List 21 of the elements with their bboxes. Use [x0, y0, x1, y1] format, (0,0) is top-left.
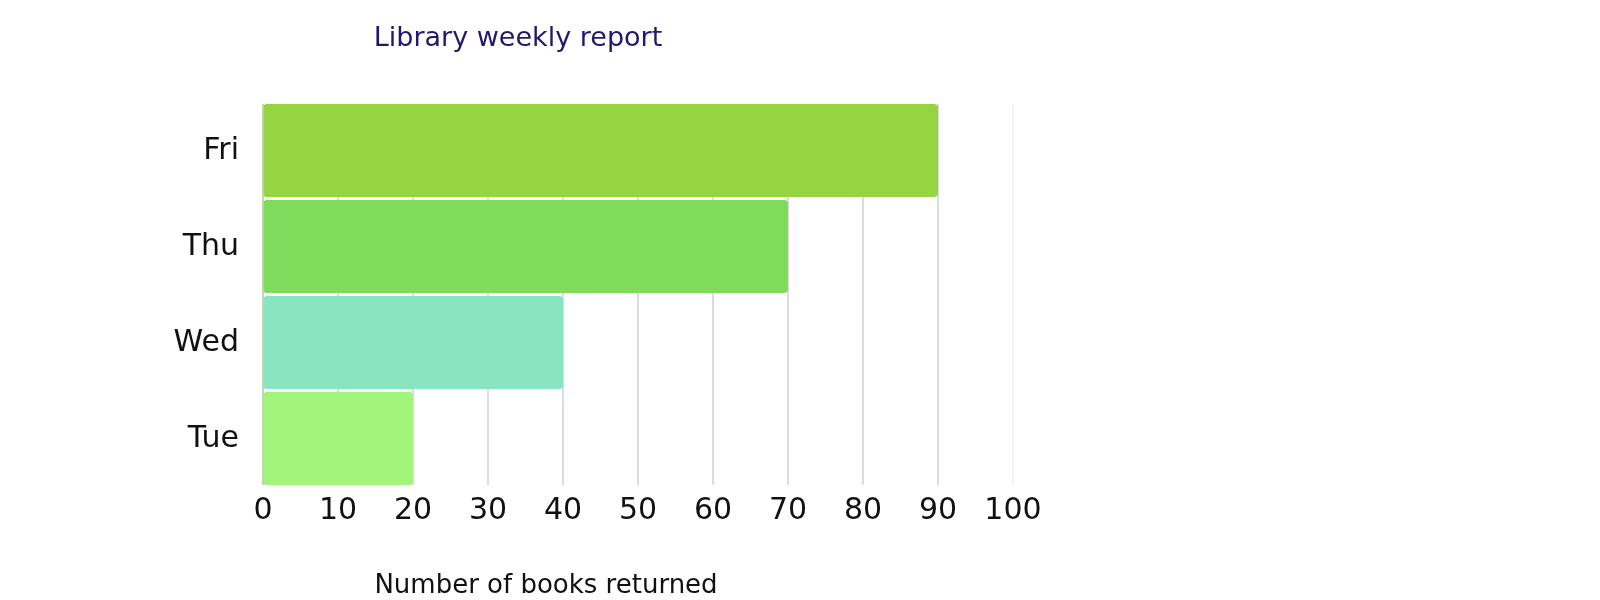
x-tick-label: 80: [843, 491, 883, 526]
y-tick-label: Wed: [173, 322, 239, 358]
bar: [263, 199, 788, 294]
bar: [263, 104, 938, 198]
x-tick-label: 20: [393, 491, 433, 526]
y-tick-label: Fri: [203, 131, 239, 167]
y-tick-label: Thu: [181, 227, 239, 263]
x-tick-label: 30: [468, 491, 508, 526]
x-tick-label: 40: [543, 491, 583, 526]
x-tick-label: 90: [918, 491, 958, 526]
x-tick-label: 10: [318, 491, 358, 526]
x-tick-label: 70: [768, 491, 808, 526]
x-tick-label: 100: [984, 491, 1042, 526]
chart-title: Library weekly report: [373, 21, 663, 52]
x-tick-label: 0: [253, 491, 273, 526]
bar: [263, 295, 563, 390]
bar: [263, 391, 413, 485]
x-tick-label: 50: [618, 491, 658, 526]
y-tick-label: Tue: [186, 418, 239, 454]
x-tick-label: 60: [693, 491, 733, 526]
x-axis-title: Number of books returned: [374, 569, 718, 599]
